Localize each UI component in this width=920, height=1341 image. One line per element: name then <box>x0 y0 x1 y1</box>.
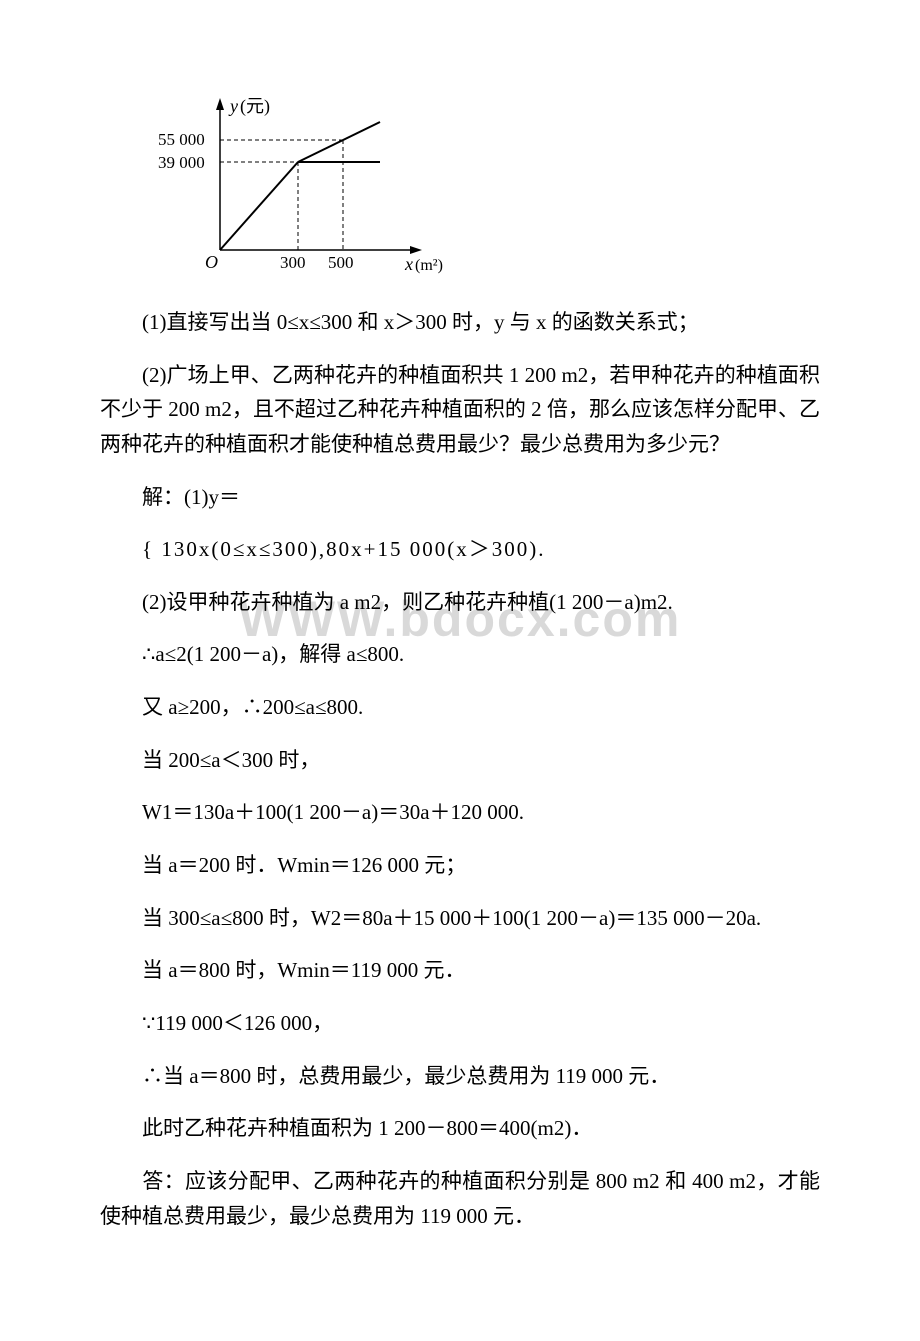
x-axis-label: x <box>404 254 413 274</box>
svg-text:(元): (元) <box>240 96 270 117</box>
solution-line-8: 当 a＝200 时．Wmin＝126 000 元； <box>100 848 820 883</box>
xtick-300: 300 <box>280 253 306 272</box>
y-axis-label: y <box>228 96 238 116</box>
origin-label: O <box>205 252 218 272</box>
solution-line-3: (2)设甲种花卉种植为 a m2，则乙种花卉种植(1 200－a)m2. <box>100 585 820 620</box>
question-2: (2)广场上甲、乙两种花卉的种植面积共 1 200 m2，若甲种花卉的种植面积不… <box>100 358 820 462</box>
xtick-500: 500 <box>328 253 354 272</box>
svg-text:(m²): (m²) <box>415 257 443 274</box>
chart-figure: y (元) x (m²) O 55 000 39 000 300 500 <box>150 90 820 285</box>
solution-line-6: 当 200≤a＜300 时， <box>100 743 820 778</box>
solution-line-1: 解：(1)y＝ <box>100 480 820 515</box>
solution-line-12: ∴当 a＝800 时，总费用最少，最少总费用为 119 000 元． <box>100 1059 820 1094</box>
solution-line-13: 此时乙种花卉种植面积为 1 200－800＝400(m2)． <box>100 1111 820 1146</box>
solution-line-7: W1＝130a＋100(1 200－a)＝30a＋120 000. <box>100 795 820 830</box>
answer-line: 答：应该分配甲、乙两种花卉的种植面积分别是 800 m2 和 400 m2，才能… <box>100 1164 820 1233</box>
solution-line-5: 又 a≥200，∴200≤a≤800. <box>100 690 820 725</box>
question-1: (1)直接写出当 0≤x≤300 和 x＞300 时，y 与 x 的函数关系式； <box>100 305 820 340</box>
solution-line-10: 当 a＝800 时，Wmin＝119 000 元． <box>100 953 820 988</box>
solution-line-4: ∴a≤2(1 200－a)，解得 a≤800. <box>100 637 820 672</box>
solution-line-11: ∵119 000＜126 000， <box>100 1006 820 1041</box>
ytick-39000: 39 000 <box>158 153 205 172</box>
ytick-55000: 55 000 <box>158 130 205 149</box>
solution-line-2: { 130x(0≤x≤300),80x+15 000(x＞300). <box>100 532 820 567</box>
solution-line-9: 当 300≤a≤800 时，W2＝80a＋15 000＋100(1 200－a)… <box>100 901 820 936</box>
